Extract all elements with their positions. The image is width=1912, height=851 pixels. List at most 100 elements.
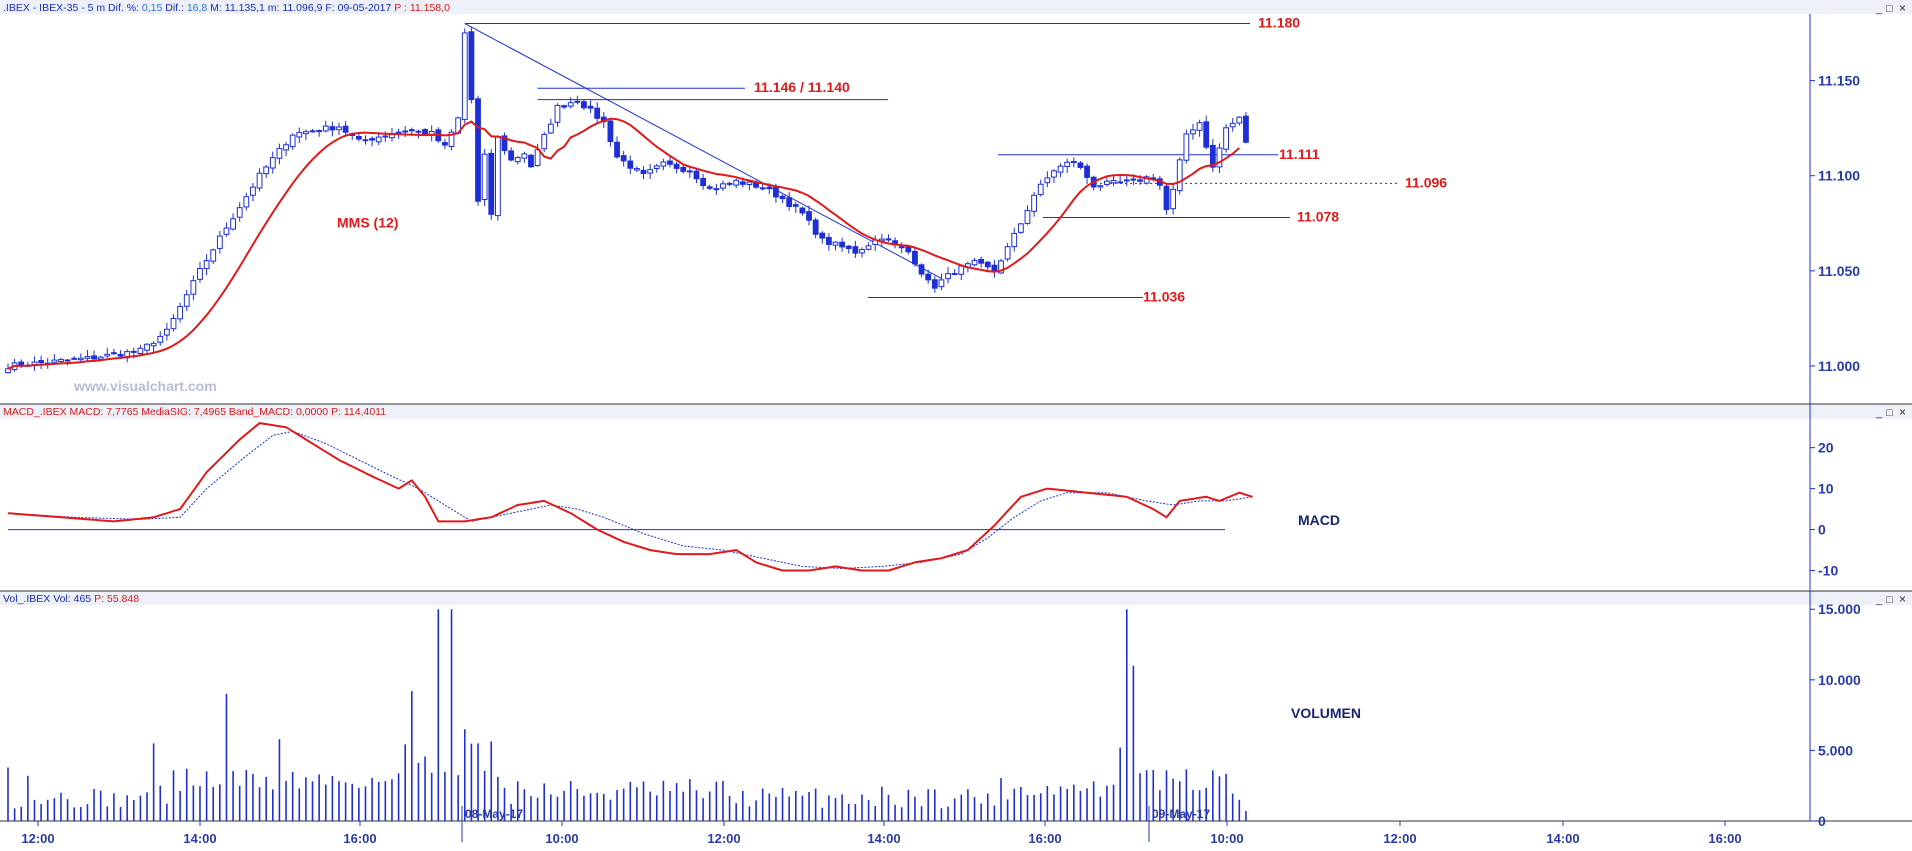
candle <box>289 133 296 150</box>
time-tick-label: 14:00 <box>1546 831 1579 846</box>
price-annotation-label: 11.078 <box>1297 209 1339 225</box>
candle <box>561 104 567 110</box>
candle <box>547 118 554 135</box>
candle <box>680 164 687 174</box>
candle <box>336 122 342 136</box>
candle <box>660 158 667 171</box>
candle <box>1037 179 1044 197</box>
candle <box>203 254 210 276</box>
candle <box>574 95 581 105</box>
y-tick-label: 11.100 <box>1818 168 1860 184</box>
volume-header: Vol_.IBEX Vol: 465 P: 55.848 <box>3 593 139 605</box>
candle <box>786 191 793 211</box>
candle <box>1057 163 1064 178</box>
candle <box>38 355 45 370</box>
candle <box>322 120 329 133</box>
time-tick-label: 16:00 <box>1708 831 1741 846</box>
candle <box>362 135 369 145</box>
candle <box>1070 157 1077 168</box>
candle <box>759 184 766 191</box>
candle <box>594 102 601 124</box>
price-annotation-label: 11.111 <box>1279 146 1320 162</box>
candle <box>236 202 243 222</box>
candle <box>1004 243 1011 262</box>
moving-average <box>7 117 1240 370</box>
candle <box>494 135 501 221</box>
candle <box>819 231 826 244</box>
candle <box>58 358 64 364</box>
macd-header-bar <box>0 404 1912 419</box>
volume-axis: 15.000 10.000 5.000 0 <box>1810 601 1861 829</box>
restore-icon[interactable]: □ <box>1886 3 1893 15</box>
time-axis: 12:00 14:00 16:00 10:00 12:00 14:00 16:00 10:00… <box>21 806 1742 846</box>
candle <box>1190 123 1196 140</box>
candle <box>647 163 654 179</box>
restore-icon[interactable]: □ <box>1886 594 1893 606</box>
minimize-icon[interactable]: _ <box>1875 3 1883 15</box>
candle <box>832 241 839 251</box>
candle <box>276 143 283 165</box>
candle <box>845 244 852 254</box>
macd-lines <box>7 422 1253 572</box>
candle <box>1236 116 1243 126</box>
y-tick-label: 20 <box>1818 440 1834 456</box>
candle <box>1216 143 1223 173</box>
minimize-icon[interactable]: _ <box>1875 407 1883 419</box>
candle <box>614 136 620 159</box>
candle <box>137 345 144 357</box>
candle <box>859 247 865 258</box>
candle <box>620 150 627 167</box>
candle <box>607 118 614 147</box>
candle <box>309 128 316 133</box>
y-tick-label: 11.050 <box>1818 263 1860 279</box>
candle <box>190 275 197 301</box>
time-tick-label: 10:00 <box>1210 831 1243 846</box>
candle <box>163 322 170 341</box>
restore-icon[interactable]: □ <box>1886 407 1893 419</box>
candle <box>733 176 740 189</box>
price-annotation-label: 11.036 <box>1143 289 1185 305</box>
candle <box>918 263 925 278</box>
candle <box>223 222 230 237</box>
candle <box>210 248 217 265</box>
time-tick-label: 16:00 <box>1028 831 1061 846</box>
macd-axis: 20 10 0 -10 <box>1810 440 1838 579</box>
price-annotations: 11.180 11.146 / 11.140 11.111 11.096 11.078 1… <box>337 15 1447 305</box>
price-annotation-label: MMS (12) <box>337 214 398 230</box>
watermark: www.visualchart.com <box>73 378 217 394</box>
candle <box>183 289 190 312</box>
candle <box>1011 227 1018 252</box>
candle <box>839 237 846 252</box>
price-annotation-label: 11.146 / 11.140 <box>754 79 850 95</box>
minimize-icon[interactable]: _ <box>1875 594 1883 606</box>
candle <box>250 182 256 202</box>
candle <box>256 168 263 192</box>
volume-label: VOLUMEN <box>1291 705 1361 721</box>
y-tick-label: 10 <box>1818 481 1834 497</box>
close-icon[interactable]: × <box>1899 1 1906 15</box>
candle <box>71 356 78 361</box>
time-tick-label: 12:00 <box>1383 831 1416 846</box>
candle <box>263 164 270 178</box>
candle <box>554 103 561 127</box>
y-tick-label: 0 <box>1818 522 1826 538</box>
candle <box>700 173 707 190</box>
candle <box>640 166 647 180</box>
candle <box>746 180 753 191</box>
candle <box>77 353 84 363</box>
candle <box>885 234 892 242</box>
candle <box>475 95 481 206</box>
price-axis: 11.150 11.100 11.050 11.000 <box>1810 73 1860 374</box>
close-icon[interactable]: × <box>1899 405 1906 419</box>
candle <box>1024 205 1031 225</box>
price-annotation-label: 11.180 <box>1258 15 1300 31</box>
candle <box>342 121 349 137</box>
y-tick-label: 0 <box>1818 813 1826 829</box>
candle <box>1203 115 1210 150</box>
candle <box>150 341 157 353</box>
close-icon[interactable]: × <box>1899 592 1906 606</box>
candle <box>1143 175 1150 185</box>
candle <box>111 348 117 356</box>
candle <box>461 28 468 124</box>
